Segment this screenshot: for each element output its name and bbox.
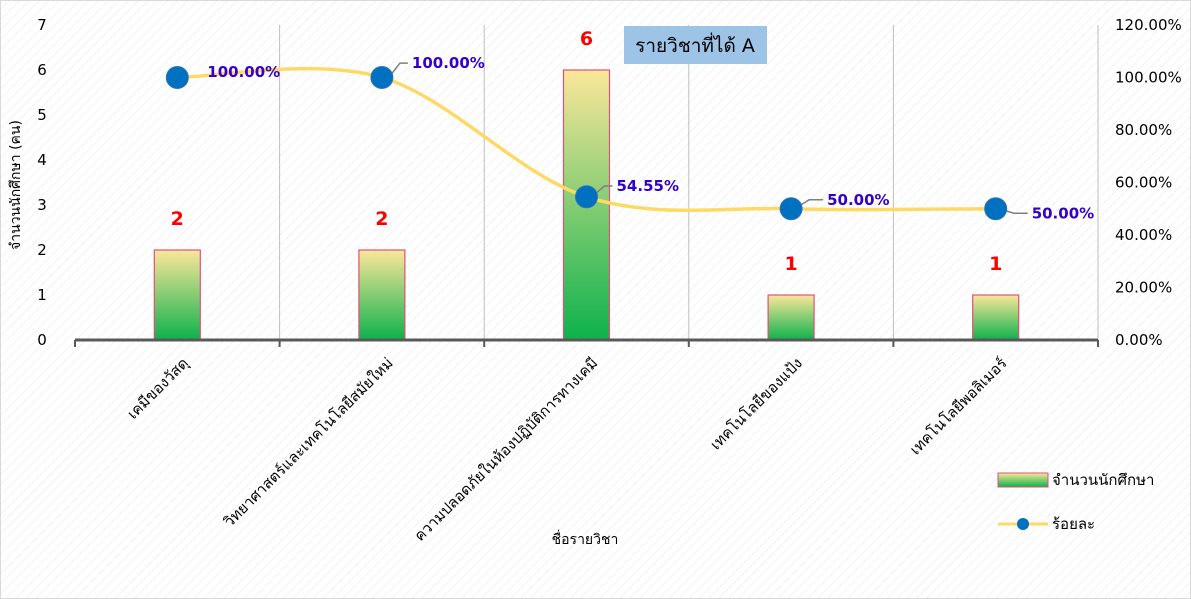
chart-title: รายวิชาที่ได้ A: [624, 26, 767, 64]
y-axis-title: จำนวนนักศึกษา (คน): [8, 120, 24, 250]
chart-title-box: [624, 26, 767, 64]
percent-value-label: 50.00%: [1032, 204, 1094, 222]
percent-value-label: 54.55%: [617, 177, 679, 195]
gridlines: [279, 25, 1099, 340]
y-tick-label: 6: [37, 61, 47, 79]
percent-marker: [165, 66, 189, 89]
bar: [153, 249, 201, 341]
percent-value-label: 100.00%: [207, 63, 280, 81]
y2-tick-label: 80.00%: [1115, 121, 1172, 139]
legend-line-marker: [1017, 518, 1029, 530]
legend-line-label: ร้อยละ: [1052, 515, 1095, 533]
percent-marker: [370, 66, 394, 89]
percent-marker: [575, 185, 598, 209]
leader-line: [391, 62, 408, 74]
legend: จำนวนนักศึกษา ร้อยละ: [997, 471, 1154, 533]
legend-bar-swatch: [997, 472, 1049, 488]
bar-value-label: 1: [784, 253, 797, 275]
percent-value-label: 100.00%: [412, 54, 485, 72]
y-tick-label: 7: [37, 16, 47, 34]
y2-tick-label: 60.00%: [1115, 174, 1172, 192]
bar: [972, 294, 1020, 341]
bars: [153, 69, 1020, 341]
leader-line: [800, 199, 824, 206]
chart-title-text: รายวิชาที่ได้ A: [635, 32, 755, 57]
percent-marker: [984, 197, 1008, 221]
bar-value-label: 2: [171, 208, 184, 230]
y-tick-label: 5: [37, 106, 47, 124]
bar-value-label: 1: [989, 253, 1002, 275]
x-axis-title: ชื่อรายวิชา: [552, 530, 619, 548]
y-tick-label: 1: [37, 286, 47, 304]
y2-tick-label: 0.00%: [1115, 331, 1163, 349]
bar: [358, 249, 406, 341]
y2-tick-label: 40.00%: [1115, 226, 1172, 244]
y-tick-label: 3: [37, 196, 47, 214]
y-tick-label: 0: [37, 331, 47, 349]
bar-value-label: 2: [375, 208, 388, 230]
y2-tick-label: 100.00%: [1115, 69, 1182, 87]
legend-bar-label: จำนวนนักศึกษา: [1052, 471, 1154, 489]
percent-marker: [779, 197, 803, 221]
percent-value-label: 50.00%: [827, 191, 889, 209]
leader-line: [1005, 210, 1028, 214]
bar: [767, 294, 815, 341]
y-tick-label: 2: [37, 241, 47, 259]
y2-tick-label: 20.00%: [1115, 279, 1172, 297]
leader-line: [596, 185, 613, 194]
percent-line: [165, 62, 1028, 221]
bar-value-label: 6: [580, 28, 593, 50]
y2-tick-label: 120.00%: [1115, 16, 1182, 34]
y-tick-label: 4: [37, 151, 47, 169]
data-labels: 2 2 6 1 1 100.00% 100.00% 54.55% 50.00% 50.00%: [171, 28, 1095, 275]
